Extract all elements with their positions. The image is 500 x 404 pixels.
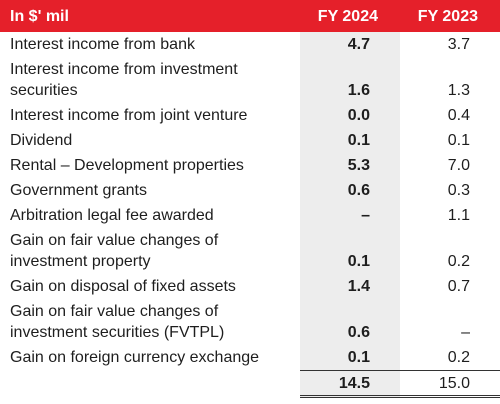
row-label: Government grants xyxy=(10,182,147,199)
value-fy2023: 1.1 xyxy=(447,207,470,224)
total-fy2023: 15.0 xyxy=(400,370,500,398)
row-label: Gain on disposal of fixed assets xyxy=(10,278,236,295)
header-cell: FY 2024 xyxy=(300,0,400,32)
table-body: Interest income from bank 4.7 3.7 Interest … xyxy=(0,32,500,398)
value-fy2024: 0.0 xyxy=(300,103,400,128)
table-row: Gain on fair value changes of investment… xyxy=(0,228,500,274)
row-label: Gain on fair value changes of investment… xyxy=(10,303,225,341)
row-label: Gain on foreign currency exchange xyxy=(10,349,260,367)
value-fy2023: 0.3 xyxy=(447,182,470,199)
value-fy2024: – xyxy=(300,203,400,228)
total-row: 14.5 15.0 xyxy=(0,370,500,398)
value-fy2024: 1.4 xyxy=(300,274,400,299)
table-row: Interest income from bank 4.7 3.7 xyxy=(0,32,500,57)
value-fy2023: 1.3 xyxy=(447,82,470,99)
table-row: Arbitration legal fee awarded – 1.1 xyxy=(0,203,500,228)
row-label: Interest income from bank xyxy=(10,36,195,53)
value-fy2023: 0.1 xyxy=(447,132,470,149)
value-fy2024: 0.1 xyxy=(300,345,400,371)
value-fy2024: 0.6 xyxy=(300,178,400,203)
row-label: Arbitration legal fee awarded xyxy=(10,207,214,224)
value-fy2024: 4.7 xyxy=(300,32,400,57)
total-fy2024: 14.5 xyxy=(300,370,400,398)
table-row: Gain on foreign currency exchange 0.1 0.2 xyxy=(0,345,500,371)
table-row: Rental – Development properties 5.3 7.0 xyxy=(0,153,500,178)
header-row: In $' mil FY 2024 FY 2023 xyxy=(0,0,500,32)
table-row: Government grants 0.6 0.3 xyxy=(0,178,500,203)
header-cell: FY 2023 xyxy=(400,0,500,32)
value-fy2023: 0.4 xyxy=(447,107,470,124)
total-label xyxy=(0,371,300,397)
table-row: Interest income from investment securiti… xyxy=(0,57,500,103)
header-cell: In $' mil xyxy=(0,0,300,32)
table-row: Gain on disposal of fixed assets 1.4 0.7 xyxy=(0,274,500,299)
value-fy2024: 1.6 xyxy=(300,57,400,103)
value-fy2023: 0.2 xyxy=(447,349,470,366)
value-fy2024: 0.1 xyxy=(300,228,400,274)
row-label: Rental – Development properties xyxy=(10,157,244,174)
row-label: Dividend xyxy=(10,132,73,149)
row-label: Interest income from joint venture xyxy=(10,107,248,124)
value-fy2023: 0.2 xyxy=(447,253,470,270)
value-fy2024: 0.1 xyxy=(300,128,400,153)
value-fy2024: 5.3 xyxy=(300,153,400,178)
row-label: Gain on fair value changes of investment… xyxy=(10,232,219,270)
value-fy2023: 0.7 xyxy=(447,278,470,295)
table-row: Interest income from joint venture 0.0 0.4 xyxy=(0,103,500,128)
table-row: Dividend 0.1 0.1 xyxy=(0,128,500,153)
value-fy2023: 7.0 xyxy=(447,157,470,174)
value-fy2023: – xyxy=(461,324,470,341)
table-row: Gain on fair value changes of investment… xyxy=(0,299,500,345)
value-fy2024: 0.6 xyxy=(300,299,400,345)
row-label: Interest income from investment securiti… xyxy=(10,61,238,99)
value-fy2023: 3.7 xyxy=(447,36,470,53)
